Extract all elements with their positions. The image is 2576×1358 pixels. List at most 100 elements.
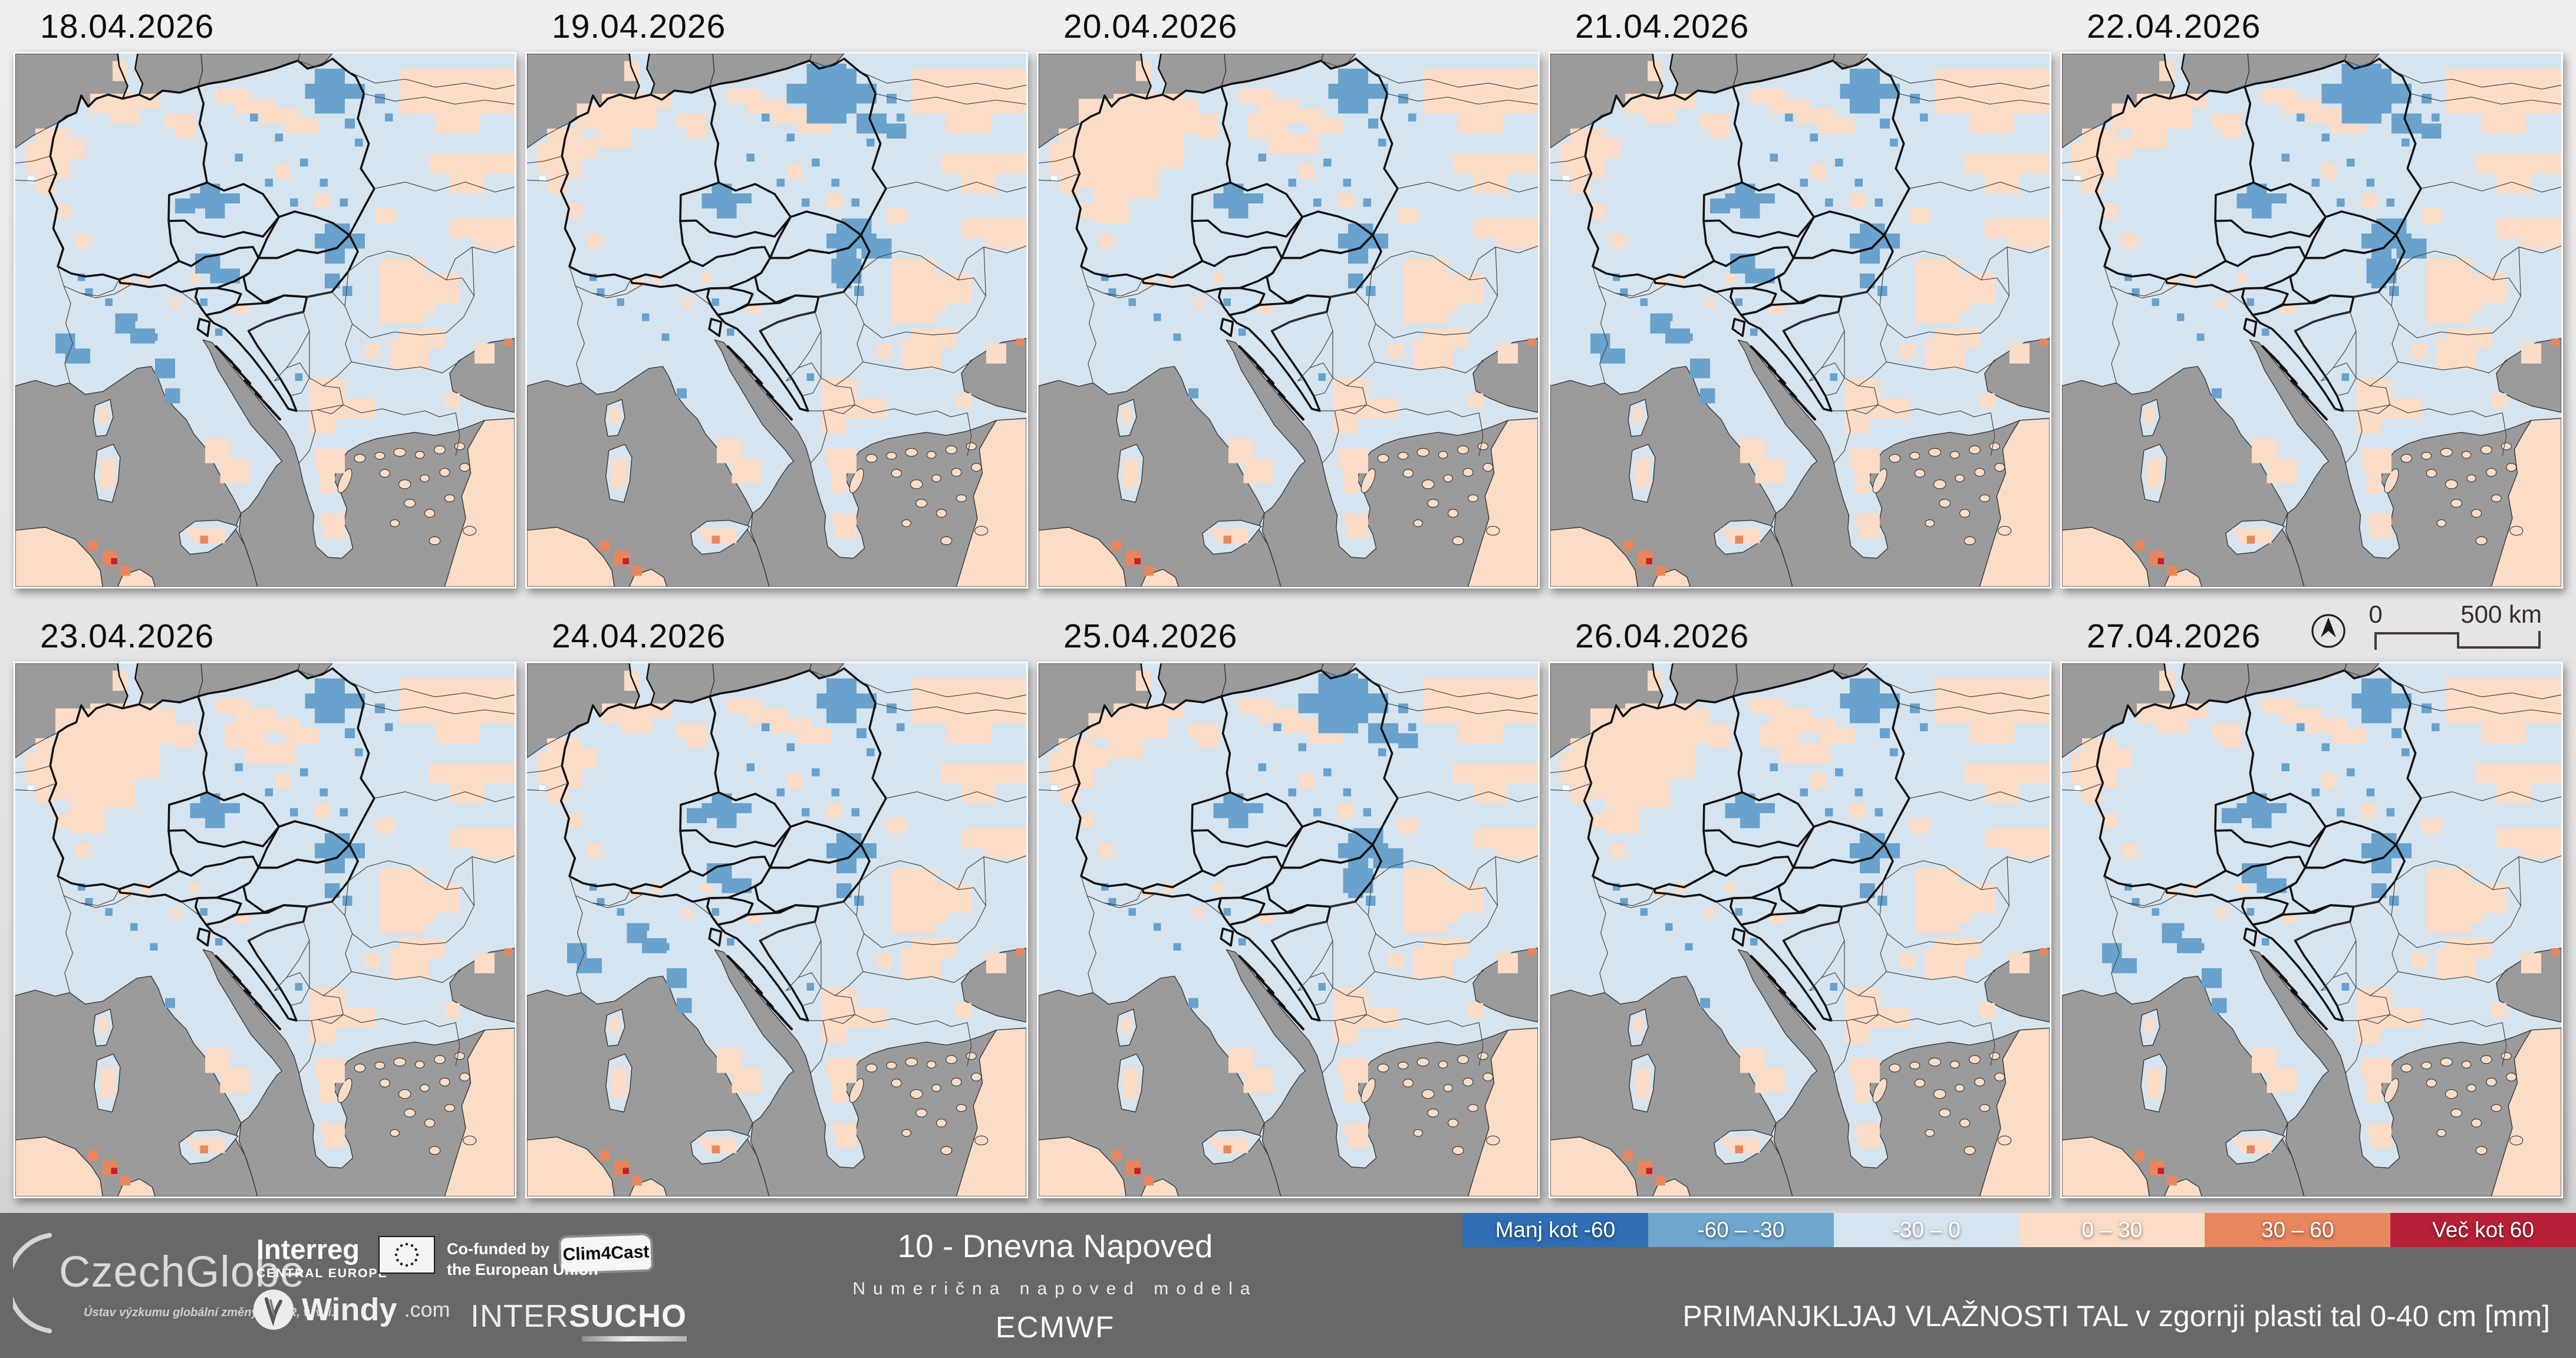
adriatic-aegean-sea xyxy=(1226,339,1538,587)
croatian-islands xyxy=(2261,955,2328,1031)
czechglobe-name: CzechGlobe xyxy=(59,1247,305,1296)
denmark-coast xyxy=(628,663,655,709)
cape-bon xyxy=(117,1178,156,1196)
cape-bon xyxy=(117,568,156,587)
legend-item-label: 0 – 30 xyxy=(2081,1218,2143,1242)
map-title: PRIMANJKLJAJ VLAŽNOSTI TAL v zgornji pla… xyxy=(1682,1300,2550,1333)
aegean-islands xyxy=(849,442,989,545)
cape-bon xyxy=(1652,568,1691,587)
turkey xyxy=(1467,1027,1538,1196)
thin-borders xyxy=(1550,58,2050,464)
forecast-panel: 25.04.2026 xyxy=(1037,588,1540,1198)
czech-border xyxy=(167,181,280,238)
deficit-0-30-patches xyxy=(25,670,515,1153)
croatian-islands xyxy=(215,345,282,421)
poland-border xyxy=(278,667,375,846)
deficit-over-60-patch xyxy=(111,1168,117,1174)
forecast-panel: 19.04.2026 xyxy=(525,0,1028,588)
legend-item: 30 – 60 xyxy=(2205,1213,2391,1247)
eu-flag-icon xyxy=(378,1236,435,1274)
missing-data-pixel xyxy=(1563,176,1569,182)
thin-borders xyxy=(2062,58,2561,464)
windy-tld: .com xyxy=(404,1297,450,1321)
clim4cast-label: Clim4Cast xyxy=(562,1242,650,1265)
thin-borders xyxy=(527,668,1026,1074)
aegean-islands xyxy=(1361,442,1500,545)
aegean-islands xyxy=(2384,442,2524,545)
croatian-islands xyxy=(726,955,793,1031)
czechglobe-arc-icon xyxy=(13,1232,52,1333)
coastline-thick xyxy=(569,60,811,124)
adriatic-aegean-sea xyxy=(2249,339,2561,587)
surplus-30-60-patches xyxy=(77,68,393,399)
north-africa xyxy=(15,1136,103,1196)
north-africa xyxy=(527,527,615,587)
panel-date-row: 20.04.2026 xyxy=(1037,0,1540,52)
surplus-30-60-patches xyxy=(1612,678,1928,1008)
panel-date: 25.04.2026 xyxy=(1063,617,1238,655)
variant-c-patches xyxy=(1590,708,1830,834)
czech-border xyxy=(679,791,792,848)
forecast-map xyxy=(2060,662,2563,1198)
croatia-border xyxy=(1220,904,1332,1022)
europe-map-svg xyxy=(15,54,515,587)
hungary-border xyxy=(754,234,871,304)
denmark-coast xyxy=(1652,54,1679,100)
panel-date-row: 27.04.2026 xyxy=(2060,588,2563,662)
deficit-0-30-patches xyxy=(2071,61,2561,544)
forecast-panel: 21.04.2026 xyxy=(1549,0,2051,588)
footer-bar: CzechGlobe Ústav výzkumu globální změny … xyxy=(0,1213,2576,1358)
thin-borders xyxy=(1039,668,1538,1074)
legend-item-label: Manj kot -60 xyxy=(1495,1218,1616,1242)
croatia-border xyxy=(2243,294,2355,412)
north-africa xyxy=(2062,1136,2150,1196)
interreg-logo: Interreg CENTRAL EUROPE xyxy=(256,1235,387,1280)
forecast-map xyxy=(1037,52,1540,588)
legend-item: 0 – 30 xyxy=(2019,1213,2205,1247)
aegean-islands xyxy=(337,442,477,545)
croatian-islands xyxy=(2261,345,2328,421)
variant-c-patches xyxy=(1078,98,1319,224)
panel-date: 21.04.2026 xyxy=(1575,8,1750,45)
aegean-islands xyxy=(849,1052,989,1155)
czech-border xyxy=(1702,181,1815,238)
adriatic-aegean-sea xyxy=(202,339,515,587)
deficit-over-60-patch xyxy=(2157,558,2164,564)
surplus-30-60-patches xyxy=(589,68,905,399)
forecast-panel: 20.04.2026 xyxy=(1037,0,1540,588)
north-africa xyxy=(2062,527,2150,587)
croatian-islands xyxy=(215,955,282,1031)
surplus-30-60-patches xyxy=(77,678,393,1008)
denmark-coast xyxy=(1140,54,1167,100)
europe-map-svg xyxy=(1039,663,1538,1196)
surplus-30-60-patches xyxy=(1101,68,1417,399)
thin-borders xyxy=(527,58,1026,464)
panel-date: 26.04.2026 xyxy=(1575,617,1750,655)
windy-logo: Windy .com xyxy=(252,1288,450,1331)
legend-item: -30 – 0 xyxy=(1833,1213,2020,1247)
scale-bar: 0 500 km xyxy=(2311,600,2542,650)
legend-item-label: -60 – -30 xyxy=(1697,1218,1785,1242)
panel-date-row: 25.04.2026 xyxy=(1037,588,1540,662)
thin-borders xyxy=(1550,668,2050,1074)
cape-bon xyxy=(1140,568,1179,587)
croatia-border xyxy=(1731,904,1843,1022)
croatian-islands xyxy=(1238,955,1305,1031)
croatia-border xyxy=(2243,904,2355,1022)
legend-item: Manj kot -60 xyxy=(1462,1213,1648,1247)
hungary-border xyxy=(1777,234,1894,304)
intersucho-prefix: INTER xyxy=(470,1298,569,1334)
interreg-name: Interreg xyxy=(256,1234,360,1265)
croatia-border xyxy=(196,904,308,1022)
windy-name: Windy xyxy=(302,1292,397,1327)
panel-date-row: 21.04.2026 xyxy=(1549,0,2051,52)
missing-data-pixel xyxy=(1563,785,1569,792)
deficit-0-30-patches xyxy=(1560,670,2050,1153)
aegean-islands xyxy=(1872,442,2012,545)
turkey xyxy=(956,1027,1026,1196)
poland-border xyxy=(1813,667,1910,846)
poland-border xyxy=(789,57,887,236)
poland-border xyxy=(2324,57,2422,236)
forecast-map xyxy=(1549,662,2051,1198)
hungary-border xyxy=(242,843,359,913)
